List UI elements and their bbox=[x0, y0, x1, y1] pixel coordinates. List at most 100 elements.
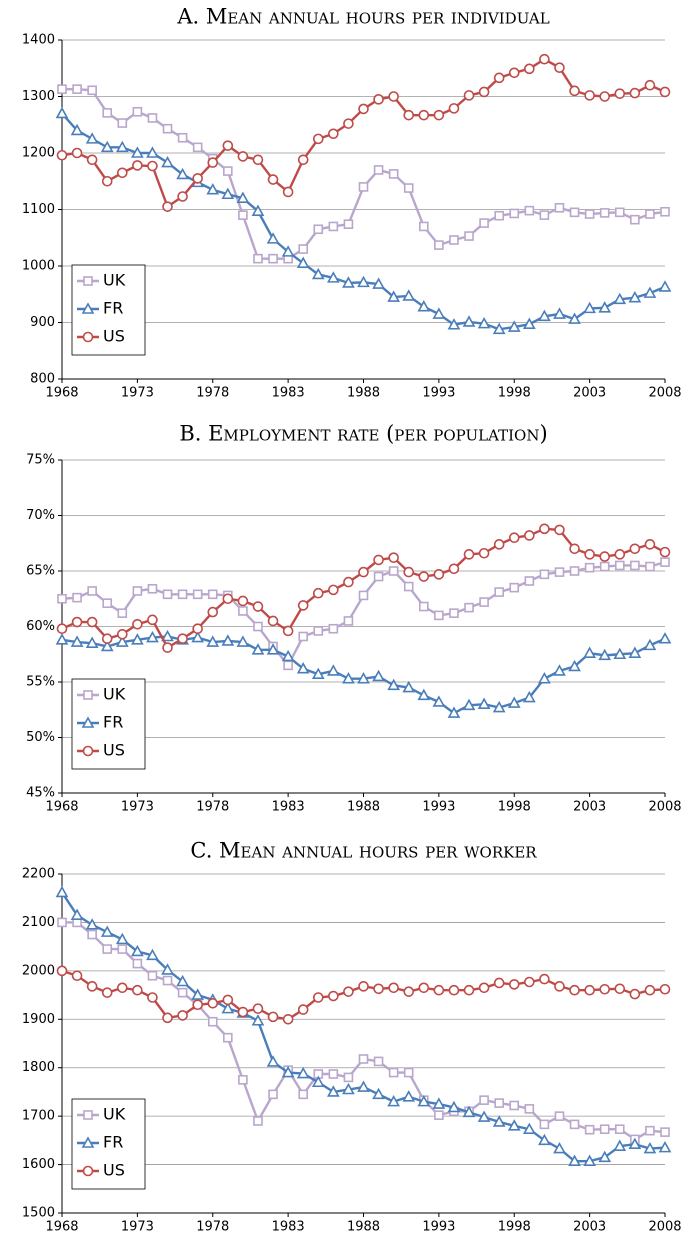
marker bbox=[373, 94, 384, 105]
marker bbox=[372, 1087, 385, 1100]
legend-label: US bbox=[103, 741, 125, 760]
marker bbox=[147, 992, 158, 1003]
marker bbox=[403, 1067, 414, 1078]
marker bbox=[343, 576, 354, 588]
marker bbox=[372, 669, 385, 682]
marker bbox=[388, 1067, 399, 1078]
marker bbox=[85, 132, 99, 144]
marker bbox=[403, 986, 415, 997]
marker bbox=[524, 1104, 535, 1114]
marker bbox=[328, 990, 339, 1002]
marker bbox=[115, 140, 129, 153]
legend-label: UK bbox=[103, 271, 126, 290]
marker bbox=[343, 118, 354, 129]
marker bbox=[358, 1054, 369, 1064]
marker bbox=[554, 62, 565, 73]
marker bbox=[283, 660, 293, 671]
x-tick-label: 1998 bbox=[498, 386, 531, 401]
marker bbox=[236, 635, 250, 647]
marker bbox=[569, 543, 580, 555]
marker bbox=[614, 983, 626, 995]
marker bbox=[660, 557, 670, 567]
marker bbox=[463, 90, 475, 101]
marker bbox=[176, 167, 189, 180]
marker bbox=[358, 103, 369, 115]
marker bbox=[569, 566, 580, 576]
marker bbox=[192, 999, 203, 1011]
y-tick-label: 2000 bbox=[22, 963, 55, 978]
marker bbox=[630, 560, 640, 571]
y-tick-label: 70% bbox=[26, 508, 55, 523]
legend-marker bbox=[83, 1110, 93, 1120]
marker bbox=[326, 664, 340, 676]
marker bbox=[478, 86, 490, 98]
marker bbox=[643, 1141, 657, 1154]
marker bbox=[508, 979, 520, 990]
marker bbox=[358, 981, 369, 992]
marker bbox=[70, 123, 84, 136]
marker bbox=[614, 1124, 625, 1135]
marker bbox=[298, 1089, 309, 1100]
x-tick-label: 2003 bbox=[573, 1220, 606, 1235]
marker bbox=[117, 982, 128, 994]
marker bbox=[282, 1013, 294, 1025]
marker bbox=[417, 1094, 431, 1107]
marker bbox=[614, 549, 626, 560]
marker bbox=[311, 267, 325, 280]
legend-marker bbox=[83, 276, 93, 286]
marker bbox=[298, 244, 309, 254]
chart-title: A. Mean annual hours per individual bbox=[176, 5, 549, 29]
marker bbox=[584, 90, 595, 101]
marker bbox=[251, 204, 265, 216]
marker bbox=[177, 191, 188, 202]
marker bbox=[629, 543, 641, 555]
marker bbox=[583, 301, 596, 314]
marker bbox=[57, 593, 67, 604]
marker bbox=[146, 948, 159, 961]
y-tick-label: 1500 bbox=[22, 1206, 55, 1221]
marker bbox=[569, 85, 580, 97]
x-tick-label: 1973 bbox=[121, 800, 154, 815]
marker bbox=[357, 275, 370, 288]
marker bbox=[462, 1105, 476, 1118]
marker bbox=[117, 608, 128, 618]
marker bbox=[658, 632, 672, 644]
marker bbox=[402, 680, 416, 693]
marker bbox=[493, 72, 505, 84]
marker bbox=[147, 113, 158, 123]
marker bbox=[237, 151, 249, 162]
marker bbox=[358, 590, 369, 601]
marker bbox=[613, 1139, 627, 1151]
marker bbox=[373, 571, 384, 582]
marker bbox=[102, 108, 113, 118]
marker bbox=[313, 626, 324, 636]
x-tick-label: 1978 bbox=[196, 800, 229, 815]
marker bbox=[645, 209, 655, 219]
marker bbox=[206, 635, 220, 647]
marker bbox=[613, 647, 627, 660]
marker bbox=[598, 1150, 612, 1163]
marker bbox=[433, 109, 445, 121]
marker bbox=[55, 885, 69, 898]
marker bbox=[599, 561, 610, 572]
marker bbox=[492, 700, 506, 713]
marker bbox=[539, 53, 550, 65]
marker bbox=[644, 79, 656, 91]
marker bbox=[522, 690, 536, 703]
marker bbox=[403, 581, 414, 592]
legend-label: FR bbox=[103, 1133, 123, 1152]
marker bbox=[252, 154, 264, 166]
marker bbox=[493, 539, 505, 550]
marker bbox=[161, 629, 174, 642]
x-tick-label: 1988 bbox=[347, 1220, 380, 1235]
y-tick-label: 1200 bbox=[22, 146, 55, 161]
marker bbox=[628, 290, 642, 303]
marker bbox=[115, 932, 129, 945]
marker bbox=[358, 566, 369, 578]
marker bbox=[131, 944, 144, 957]
marker bbox=[462, 698, 476, 711]
marker bbox=[629, 87, 641, 99]
marker bbox=[539, 569, 550, 580]
marker bbox=[253, 253, 263, 264]
marker bbox=[449, 608, 459, 618]
